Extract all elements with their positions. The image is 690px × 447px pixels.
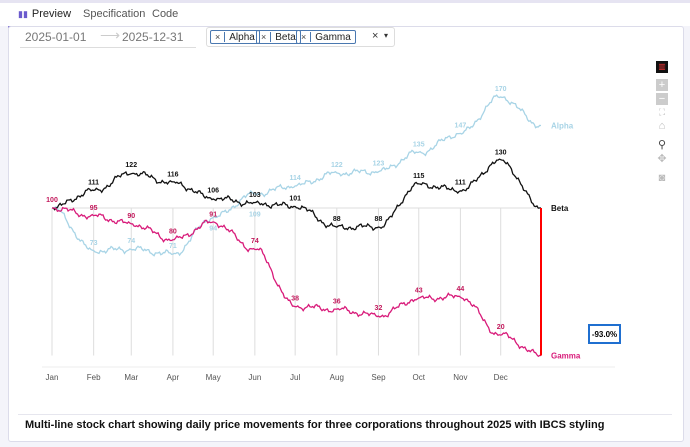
x-tick-label: Oct (413, 373, 426, 382)
data-label: 36 (333, 299, 341, 306)
chip-beta: × Beta (256, 30, 301, 44)
data-label: 44 (456, 286, 464, 293)
home-icon[interactable]: ⌂ (658, 120, 666, 132)
data-label: 38 (291, 295, 299, 302)
x-tick-label: Feb (87, 373, 101, 382)
dropdown-caret-icon[interactable]: ▾ (384, 31, 389, 40)
data-label: 115 (413, 173, 424, 180)
data-label: 111 (455, 180, 466, 187)
bar-chart-icon: ▮▮ (18, 9, 28, 19)
chart-caption: Multi-line stock chart showing daily pri… (25, 419, 605, 431)
data-label: 122 (331, 162, 343, 169)
series-end-label: Alpha (551, 122, 574, 131)
clear-selection-button[interactable]: × (372, 30, 379, 42)
logo-icon[interactable]: ▥ (656, 61, 668, 73)
chip-label: Beta (275, 31, 296, 43)
zoom-in-icon[interactable]: + (656, 79, 668, 91)
date-end-input[interactable]: 2025-12-31 (122, 30, 184, 44)
x-tick-label: May (206, 373, 221, 382)
data-label: 123 (373, 161, 385, 168)
camera-icon[interactable]: ◙ (658, 172, 666, 184)
data-label: 100 (46, 197, 58, 204)
chart-card (8, 26, 684, 442)
data-label: 109 (249, 212, 261, 219)
remove-alpha-button[interactable]: × (211, 32, 226, 42)
series-multiselect[interactable]: × Alpha × Beta × Gamma × ▾ (206, 27, 395, 47)
x-tick-label: Sep (371, 373, 386, 382)
data-label: 71 (169, 243, 177, 250)
remove-beta-button[interactable]: × (257, 32, 272, 42)
data-label: 32 (375, 305, 383, 312)
tab-specification[interactable]: Specification (83, 8, 146, 20)
x-tick-label: Nov (453, 373, 467, 382)
data-label: 116 (167, 172, 178, 179)
data-label: 147 (455, 122, 467, 129)
chip-gamma: × Gamma (296, 30, 356, 44)
pan-icon[interactable]: ✥ (657, 153, 667, 165)
x-tick-label: Aug (330, 373, 344, 382)
tab-preview[interactable]: ▮▮ Preview (18, 8, 71, 20)
data-label: 20 (497, 324, 505, 331)
caption-divider (18, 414, 672, 415)
data-label: 88 (375, 216, 383, 223)
chip-alpha: × Alpha (210, 30, 260, 44)
data-label: 103 (249, 192, 261, 199)
series-end-label: Beta (551, 204, 569, 213)
series-line-beta (52, 158, 542, 232)
remove-gamma-button[interactable]: × (297, 32, 312, 42)
data-label: 130 (495, 149, 507, 156)
chip-label: Alpha (229, 31, 255, 43)
variance-annotation-box: -93.0% (588, 324, 621, 344)
data-label: 73 (90, 240, 98, 247)
zoom-icon[interactable]: ⚲ (657, 139, 667, 151)
chip-label: Gamma (315, 31, 351, 43)
data-label: 94 (209, 226, 217, 233)
date-start-input[interactable]: 2025-01-01 (25, 30, 87, 44)
data-label: 106 (207, 187, 219, 194)
x-tick-label: Jul (290, 373, 300, 382)
x-tick-label: Apr (167, 373, 180, 382)
data-label: 80 (169, 229, 177, 236)
x-tick-label: Mar (124, 373, 138, 382)
tab-bar: ▮▮ Preview Specification Code (0, 0, 690, 28)
data-label: 135 (413, 141, 425, 148)
autoscale-icon[interactable]: ⛶ (658, 107, 666, 117)
zoom-out-icon[interactable]: − (656, 93, 668, 105)
data-label: 114 (290, 175, 301, 182)
data-label: 43 (415, 287, 423, 294)
x-tick-label: Dec (494, 373, 508, 382)
date-range-underline (20, 47, 196, 48)
series-line-alpha (51, 94, 542, 257)
data-label: 90 (127, 213, 135, 220)
arrow-right-icon: ⟶ (100, 27, 121, 43)
data-label: 88 (333, 216, 341, 223)
series-line-gamma (52, 206, 542, 358)
series-end-label: Gamma (551, 351, 581, 360)
data-label: 111 (88, 180, 99, 187)
data-label: 122 (125, 162, 137, 169)
data-label: 95 (90, 205, 98, 212)
data-label: 91 (209, 211, 217, 218)
data-label: 74 (127, 238, 135, 245)
tab-preview-label: Preview (31, 8, 72, 20)
data-label: 101 (289, 195, 301, 202)
tab-code[interactable]: Code (152, 8, 179, 20)
data-label: 74 (251, 238, 259, 245)
data-label: 170 (495, 86, 507, 93)
x-tick-label: Jun (248, 373, 261, 382)
x-tick-label: Jan (46, 373, 59, 382)
